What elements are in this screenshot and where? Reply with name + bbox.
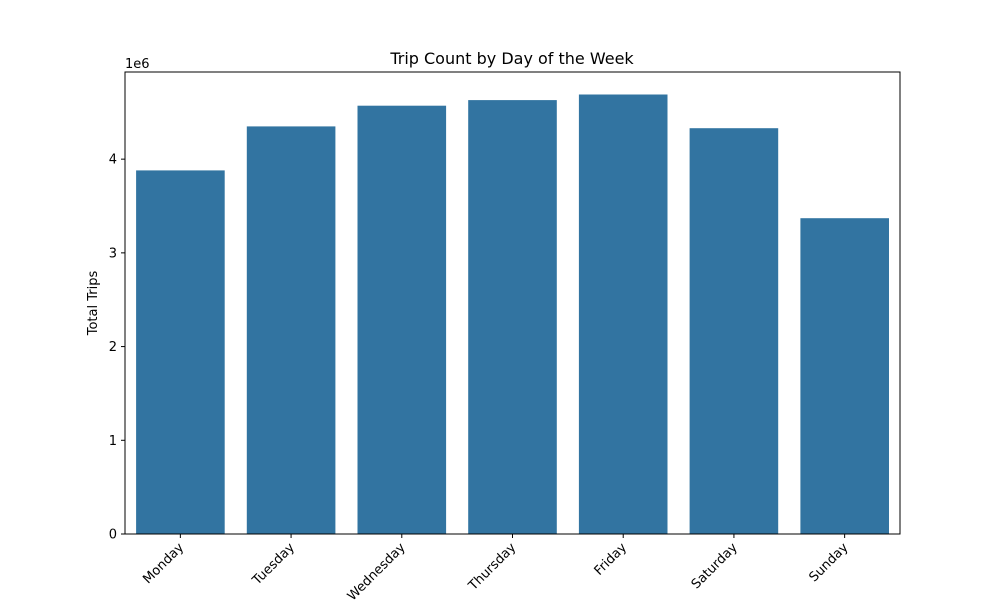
y-tick-label: 0	[109, 528, 117, 543]
x-tick-label-wednesday: Wednesday	[345, 540, 409, 600]
y-tick-label: 3	[109, 246, 117, 261]
y-scale-label: 1e6	[125, 57, 150, 72]
x-tick-label-monday: Monday	[140, 540, 187, 587]
bar-friday	[578, 94, 668, 534]
bar-sunday	[800, 218, 889, 534]
bar-wednesday	[357, 105, 447, 534]
bar-saturday	[689, 128, 779, 534]
x-tick-label-sunday: Sunday	[806, 540, 851, 585]
bar-monday	[136, 170, 225, 534]
x-tick-label-friday: Friday	[592, 540, 631, 579]
bar-tuesday	[246, 126, 336, 535]
y-tick-label: 1	[109, 434, 117, 449]
bars-group	[136, 94, 889, 535]
x-tick-label-tuesday: Tuesday	[249, 540, 298, 589]
y-tick-label: 2	[109, 340, 117, 355]
chart-title: Trip Count by Day of the Week	[389, 49, 634, 68]
plot-frame	[124, 71, 901, 535]
y-axis-label: Total Trips	[86, 271, 101, 337]
y-ticks-group: 0 1 2 3 4	[109, 153, 125, 543]
x-ticks-group: Monday Tuesday Wednesday Thursday Friday Satu…	[140, 534, 852, 600]
x-tick-label-saturday: Saturday	[689, 540, 741, 592]
x-tick-label-thursday: Thursday	[465, 540, 519, 594]
bar-thursday	[468, 100, 557, 534]
y-tick-label: 4	[109, 153, 117, 168]
